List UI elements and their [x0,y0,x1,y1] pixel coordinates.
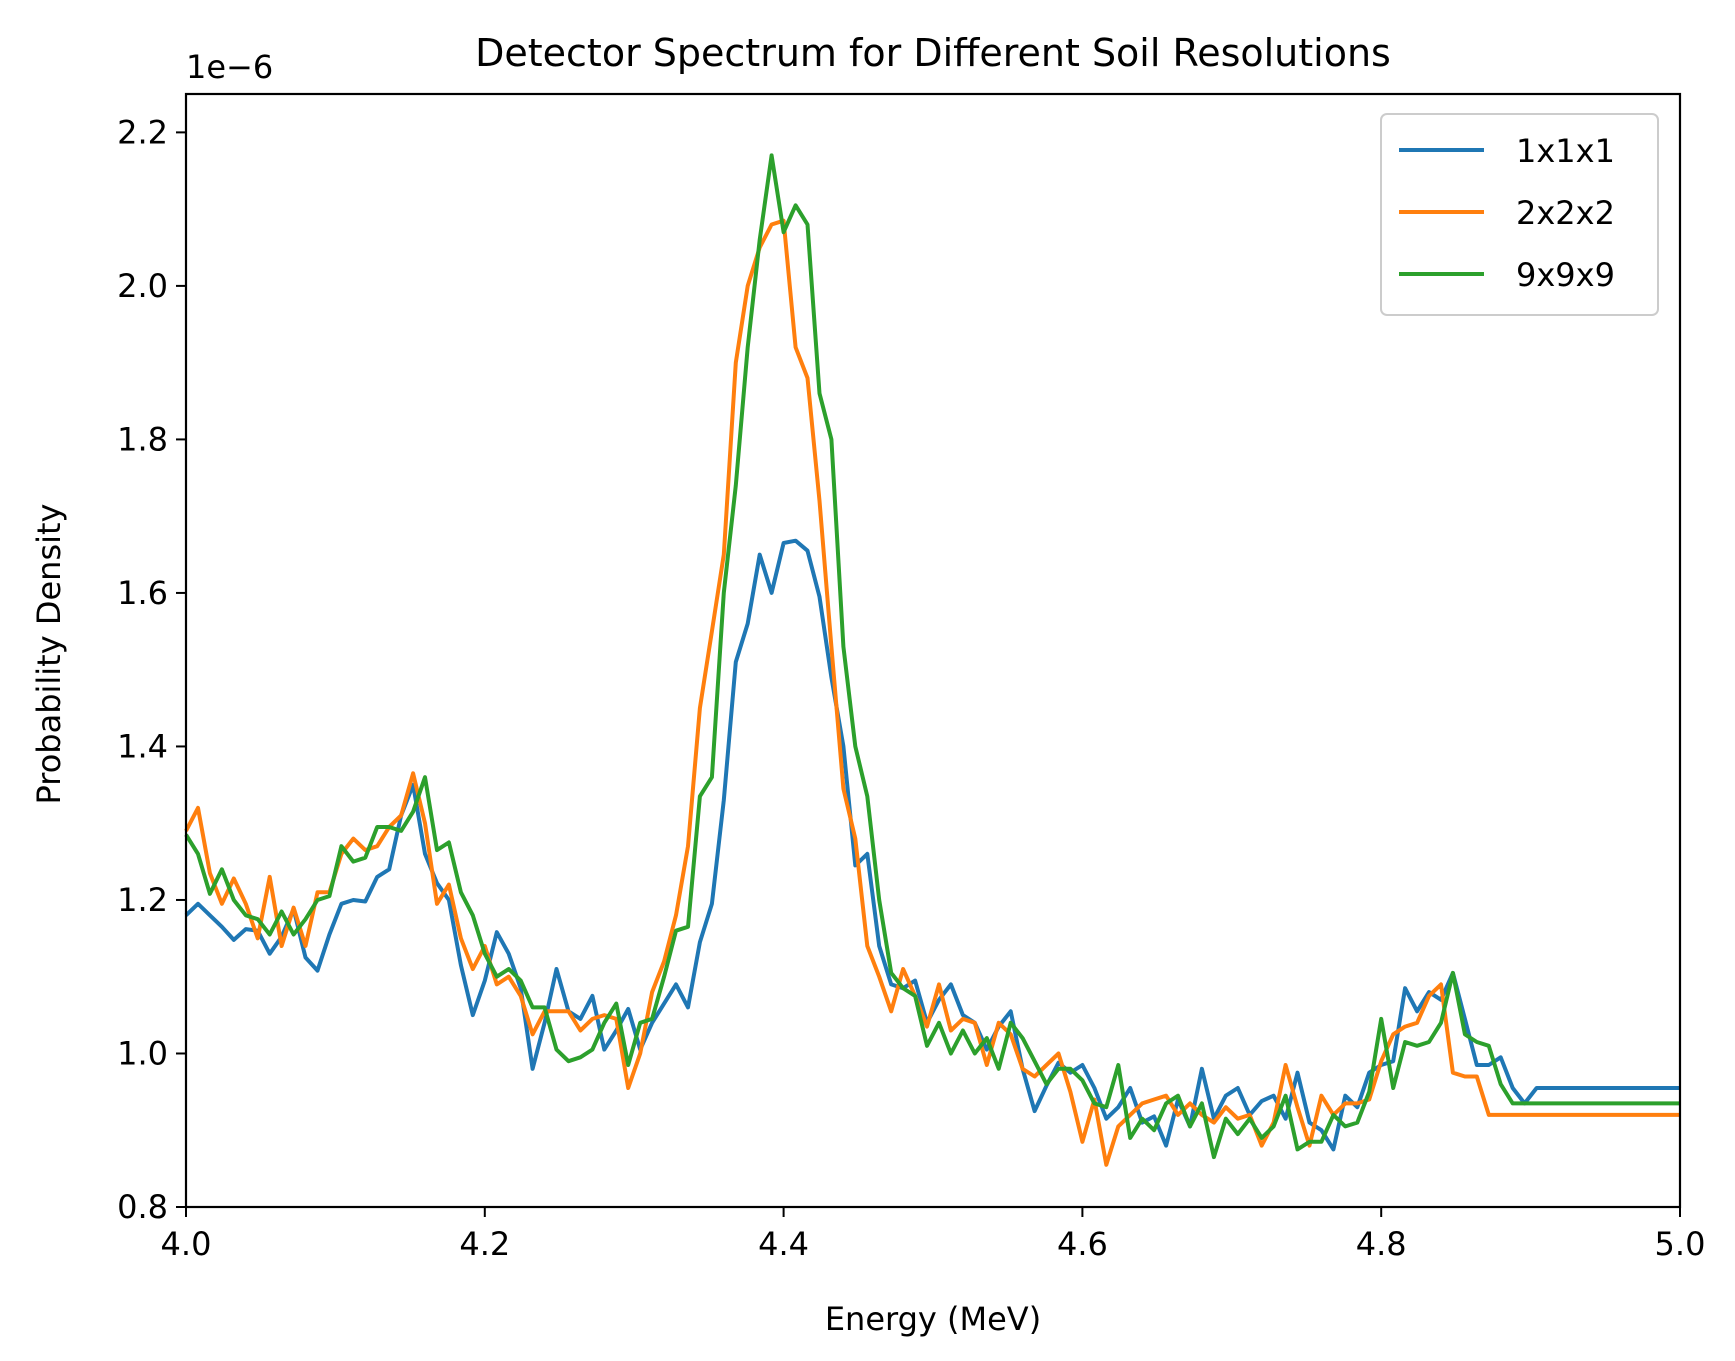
x-tick-label: 5.0 [1655,1225,1706,1263]
x-tick-label: 4.2 [459,1225,510,1263]
x-tick-label: 4.8 [1356,1225,1407,1263]
y-tick-label: 2.0 [117,267,168,305]
y-tick-label: 1.0 [117,1034,168,1072]
legend-label-2x2x2: 2x2x2 [1516,194,1615,232]
legend-label-1x1x1: 1x1x1 [1516,132,1615,170]
series-line-9x9x9 [184,153,1680,1160]
plot-frame [184,92,1682,1209]
y-offset-label: 1e−6 [186,48,273,86]
x-tick-label: 4.0 [161,1225,212,1263]
x-tick-label: 4.6 [1057,1225,1108,1263]
legend-label-9x9x9: 9x9x9 [1516,256,1615,294]
y-tick-label: 1.2 [117,881,168,919]
y-tick-label: 1.6 [117,574,168,612]
y-tick-label: 1.8 [117,420,168,458]
y-tick-label: 2.2 [117,113,168,151]
x-axis-label: Energy (MeV) [825,1300,1041,1338]
x-tick-label: 4.4 [758,1225,809,1263]
axis-ticks: 4.0 4.2 4.4 4.6 4.8 5.0 0.8 1.0 1.2 1.4 1.6 1.8 2.0 2… [117,113,1705,1263]
series-line-2x2x2 [184,218,1680,1167]
legend-box [1380,113,1659,316]
chart-title: Detector Spectrum for Different Soil Res… [475,31,1391,75]
series-lines [184,153,1680,1167]
y-tick-label: 0.8 [117,1188,168,1226]
y-tick-label: 1.4 [117,727,168,765]
legend: 1x1x1 2x2x2 9x9x9 [1380,113,1659,316]
y-axis-label: Probability Density [30,504,68,805]
